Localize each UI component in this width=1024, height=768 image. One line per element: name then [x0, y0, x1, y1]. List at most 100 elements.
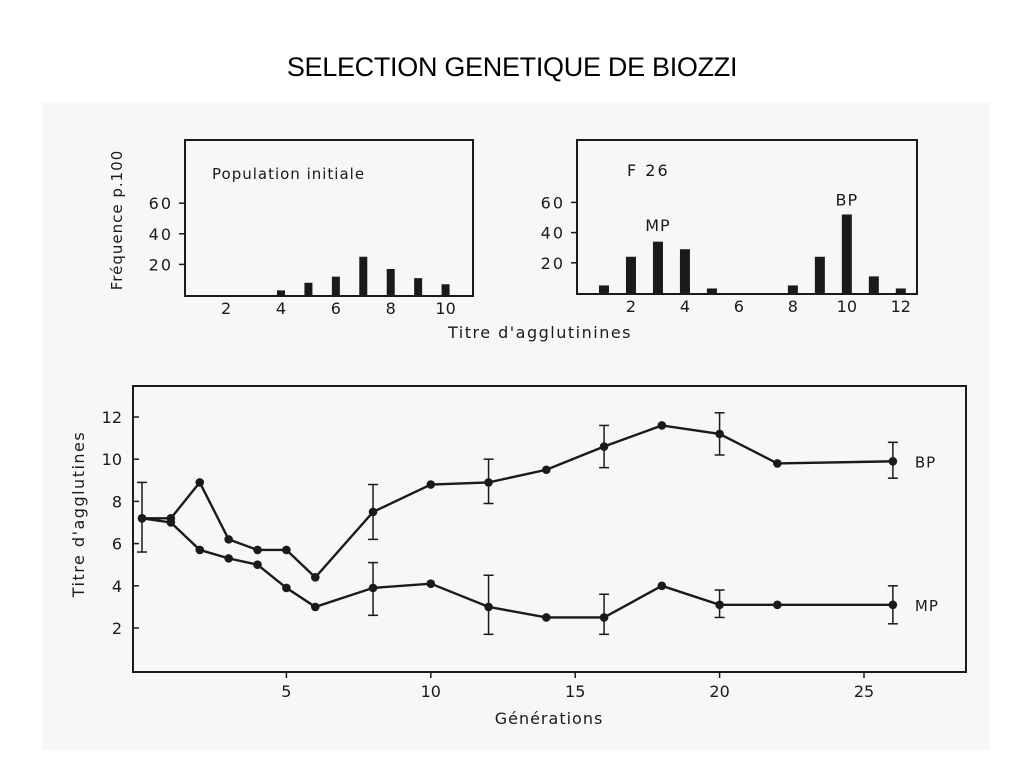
- slide-title: SELECTION GENETIQUE DE BIOZZI: [286, 52, 738, 82]
- bar-9: [814, 256, 825, 293]
- x-tick-label-10: 10: [435, 299, 455, 318]
- bar-5: [706, 288, 717, 293]
- point-bp-8: [368, 507, 378, 517]
- point-mp-26: [888, 600, 898, 610]
- scanned-figure: Population initiale 2 4 6 8 10 20 40 60 Fréque…: [42, 102, 990, 750]
- series-label-mp: MP: [915, 597, 939, 615]
- point-bp-14: [542, 465, 551, 475]
- point-bp-4: [253, 545, 262, 555]
- point-bp-18: [657, 421, 667, 430]
- bar-5: [304, 282, 313, 295]
- x-tick-label-6: 6: [331, 299, 341, 318]
- point-bp-22: [773, 459, 782, 468]
- x-tick-labels: 2 4 6 8 10: [221, 299, 456, 318]
- bar-8: [386, 268, 395, 295]
- point-mp-4: [253, 560, 262, 569]
- x-tick-label-8: 8: [386, 299, 396, 318]
- bar-10: [441, 284, 450, 295]
- annotation-mp: MP: [645, 216, 670, 235]
- bar-group: [277, 256, 450, 295]
- x-tick-label-8: 8: [788, 297, 798, 316]
- x-tick-labels: 2 4 6 8 10 12: [626, 297, 911, 316]
- point-mp-1: [166, 518, 176, 527]
- y-tick-labels: 20 40 60: [541, 193, 577, 273]
- panel-label: F 26: [627, 161, 670, 180]
- point-mp-8: [368, 583, 378, 593]
- initial-population-panel: Population initiale 2 4 6 8 10 20 40 60 Fréque…: [108, 139, 474, 318]
- point-mp-3: [224, 554, 233, 563]
- y-tick-label-40: 40: [149, 225, 173, 244]
- x-tick-label-10: 10: [837, 297, 857, 316]
- point-mp-16: [599, 613, 609, 622]
- point-mp-20: [715, 600, 724, 610]
- x-tick-label-2: 2: [221, 299, 231, 318]
- point-mp-10: [426, 579, 436, 588]
- point-bp-12: [484, 478, 493, 487]
- point-bp-3: [224, 535, 233, 544]
- x-tick-label-10: 10: [421, 682, 441, 701]
- bar-4: [679, 249, 690, 293]
- x-tick-label-20: 20: [709, 682, 729, 701]
- bar-2: [625, 256, 636, 293]
- y-axis-label: Titre d'agglutines: [69, 431, 88, 598]
- point-bp-6: [310, 573, 320, 582]
- bar-12: [895, 288, 906, 293]
- panel-frame: [184, 139, 474, 297]
- bar-9: [414, 278, 423, 295]
- bar-group: [598, 214, 906, 293]
- panel-label: Population initiale: [212, 165, 365, 183]
- data-points: [137, 421, 898, 622]
- x-tick-label-6: 6: [734, 297, 744, 316]
- point-mp-12: [484, 602, 493, 612]
- point-mp-0: [137, 513, 147, 523]
- series-lines: [141, 424, 893, 619]
- error-bars: [137, 412, 898, 636]
- point-mp-18: [657, 581, 667, 591]
- shared-x-axis-label: Titre d'agglutinines: [447, 323, 632, 342]
- y-tick-label-10: 10: [102, 450, 122, 469]
- series-line-mp: [141, 517, 893, 619]
- y-tick-label-40: 40: [541, 224, 565, 243]
- point-bp-20: [715, 429, 724, 439]
- x-tick-label-4: 4: [680, 297, 690, 316]
- y-tick-label-2: 2: [112, 619, 122, 638]
- f26-panel: F 26 2 4 6 8 10 12 20 40 60 MP BP: [541, 139, 918, 316]
- y-tick-labels: 20 40 60: [149, 194, 185, 274]
- point-mp-22: [773, 600, 782, 610]
- bar-3: [652, 241, 663, 293]
- point-mp-14: [542, 613, 551, 622]
- x-tick-labels: 5 10 15 20 25: [281, 672, 874, 701]
- x-tick-label-15: 15: [565, 682, 585, 701]
- x-tick-label-25: 25: [854, 682, 874, 701]
- y-tick-label-20: 20: [149, 255, 173, 274]
- point-bp-5: [282, 545, 291, 555]
- point-mp-2: [195, 545, 205, 555]
- x-tick-label-12: 12: [891, 297, 911, 316]
- bar-7: [359, 256, 368, 295]
- y-tick-label-6: 6: [112, 535, 122, 554]
- x-tick-label-2: 2: [626, 297, 636, 316]
- point-mp-6: [310, 602, 320, 612]
- chart-frame: [132, 385, 967, 673]
- generations-line-chart: 5 10 15 20 25 2 4 6 8 10 12 BP MP Générations Tit…: [69, 385, 967, 728]
- bar-8: [787, 285, 798, 293]
- series-line-bp: [142, 424, 893, 580]
- bar-1: [598, 285, 609, 293]
- y-tick-label-20: 20: [541, 254, 565, 273]
- y-tick-label-4: 4: [112, 577, 122, 596]
- y-axis-label: Fréquence p.100: [108, 150, 126, 291]
- y-tick-label-60: 60: [149, 194, 173, 213]
- bar-6: [331, 276, 340, 295]
- bar-11: [868, 276, 879, 293]
- x-axis-label: Générations: [495, 709, 604, 728]
- y-tick-label-60: 60: [541, 193, 565, 212]
- point-bp-2: [195, 478, 205, 487]
- y-tick-labels: 2 4 6 8 10 12: [102, 408, 139, 638]
- bar-10: [841, 214, 852, 293]
- x-tick-label-5: 5: [281, 682, 291, 701]
- point-bp-10: [426, 480, 436, 489]
- y-tick-label-8: 8: [112, 492, 122, 511]
- series-label-bp: BP: [915, 453, 936, 471]
- point-mp-5: [282, 583, 291, 593]
- figure-canvas: Population initiale 2 4 6 8 10 20 40 60 Fréque…: [69, 139, 967, 728]
